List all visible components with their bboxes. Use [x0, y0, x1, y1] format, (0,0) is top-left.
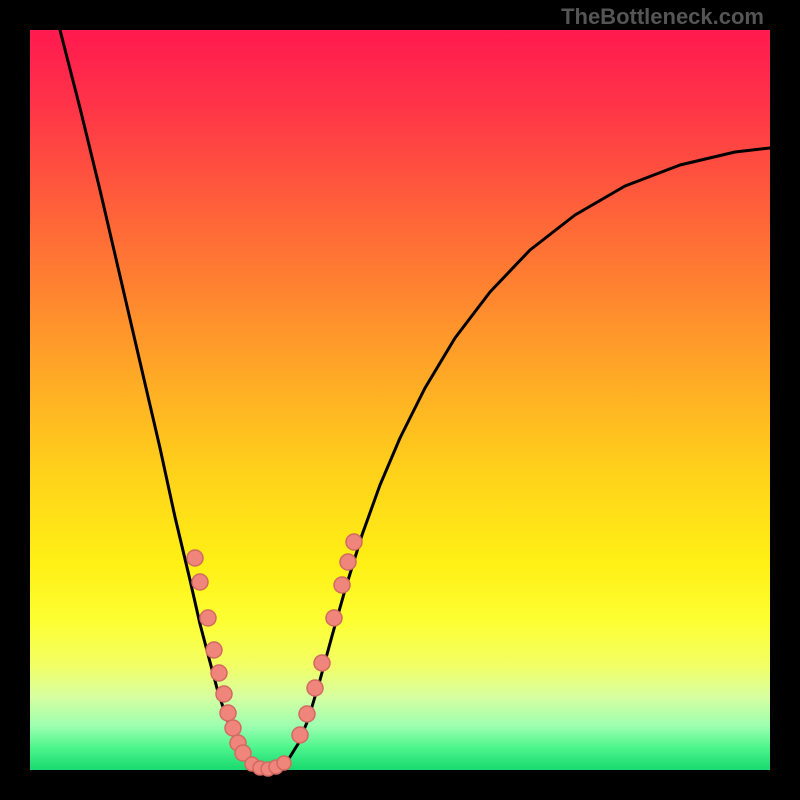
gradient-background: [30, 30, 770, 770]
chart-container: TheBottleneck.com: [0, 0, 800, 800]
watermark-text: TheBottleneck.com: [561, 4, 764, 30]
